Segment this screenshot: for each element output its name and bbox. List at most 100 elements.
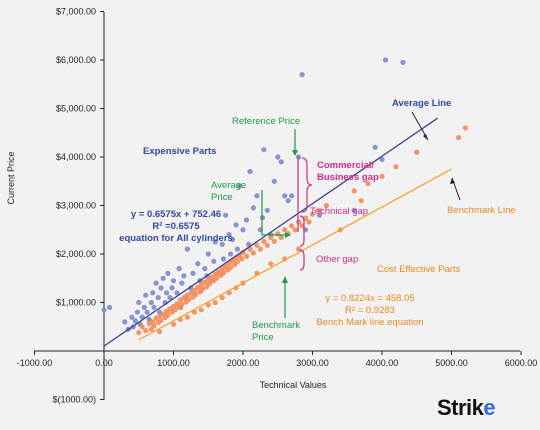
expensive-point xyxy=(246,241,252,247)
expensive-point xyxy=(271,178,277,184)
avg-equation-line-1: y = 0.6575x + 752.46 xyxy=(131,209,221,220)
expensive-point xyxy=(148,299,154,306)
cost-effective-point xyxy=(184,314,190,320)
other-gap-brace xyxy=(299,249,305,271)
expensive-point xyxy=(176,266,182,272)
label-commercial-gap-2: Business gap xyxy=(317,172,379,183)
expensive-point xyxy=(211,258,217,264)
expensive-point xyxy=(230,236,236,242)
average-price-pointer xyxy=(261,190,286,236)
label-benchmark-price-2: Price xyxy=(252,332,274,343)
average-line-pointer-head xyxy=(423,134,428,140)
bench-equation-line-3: Bench Mark line equation xyxy=(316,317,423,328)
cost-effective-point xyxy=(158,317,164,323)
x-tick-label: 2000.00 xyxy=(227,358,260,368)
cost-effective-point xyxy=(179,301,185,307)
expensive-point xyxy=(179,280,185,286)
expensive-point xyxy=(219,241,225,247)
expensive-point xyxy=(144,309,150,315)
cost-effective-point xyxy=(234,259,240,265)
cost-effective-point xyxy=(198,307,204,313)
x-tick-labels: -1000.00 0.00 1000.00 2000.00 3000.00 4000.00… xyxy=(17,351,538,368)
expensive-point xyxy=(285,198,291,204)
x-tick-label: 4000.00 xyxy=(366,358,399,368)
x-tick-label: 3000.00 xyxy=(296,358,329,368)
expensive-point xyxy=(205,251,211,257)
cost-effective-point xyxy=(254,242,260,248)
expensive-point xyxy=(184,246,190,252)
expensive-point xyxy=(227,251,234,257)
expensive-point xyxy=(136,299,142,306)
cost-effective-point xyxy=(151,323,157,329)
cost-effective-point xyxy=(212,299,218,306)
expensive-point xyxy=(122,319,128,325)
cost-effective-point xyxy=(240,249,246,256)
benchmark-price-pointer-head xyxy=(282,276,288,283)
cost-effective-point xyxy=(250,250,256,256)
expensive-point xyxy=(278,159,284,165)
expensive-point xyxy=(275,154,281,160)
label-commercial-gap-1: Commercial/ xyxy=(317,160,374,171)
expensive-point xyxy=(174,290,180,296)
label-average-line: Average Line xyxy=(392,98,451,109)
expensive-point xyxy=(132,318,138,324)
cost-effective-point xyxy=(271,238,277,244)
regression-lines xyxy=(103,117,452,347)
expensive-point xyxy=(351,207,357,213)
y-tick-label: $2,000.00 xyxy=(56,249,96,259)
cost-effective-point xyxy=(268,234,274,241)
y-tick-label: $3,000.00 xyxy=(56,201,96,211)
expensive-point xyxy=(234,246,240,252)
benchmark-line-pointer-head xyxy=(450,178,455,184)
cost-effective-point xyxy=(323,202,329,209)
expensive-point xyxy=(190,270,196,276)
cost-effective-point xyxy=(358,198,364,204)
cost-effective-point xyxy=(143,328,149,334)
cost-effective-points xyxy=(136,125,468,336)
cost-effective-point xyxy=(186,297,192,303)
cost-effective-point xyxy=(365,181,371,187)
expensive-point xyxy=(169,285,175,291)
cost-effective-point xyxy=(257,246,263,252)
label-benchmark-price-1: Benchmark xyxy=(252,320,300,331)
expensive-point xyxy=(129,314,135,320)
average-price-pointer-head xyxy=(285,232,291,238)
bench-equation-line-1: y = 0.8224x = 458.05 xyxy=(325,293,414,304)
cost-effective-point xyxy=(202,279,208,285)
cost-effective-point xyxy=(205,302,211,308)
y-tick-label: $7,000.00 xyxy=(56,7,96,17)
expensive-point xyxy=(141,304,147,310)
cost-effective-point xyxy=(243,253,250,259)
label-cost-effective-parts: Cost Effective Parts xyxy=(377,264,460,275)
expensive-point xyxy=(261,147,267,153)
strike-logo: Strike xyxy=(437,395,496,421)
cost-effective-point xyxy=(289,223,295,229)
expensive-point xyxy=(382,57,389,63)
cost-effective-point xyxy=(351,188,357,194)
cost-effective-point xyxy=(414,149,420,155)
expensive-point xyxy=(299,72,305,78)
cost-effective-point xyxy=(219,295,225,301)
y-tick-label: $5,000.00 xyxy=(56,104,96,114)
expensive-point xyxy=(181,273,187,279)
label-average-price-1: Average xyxy=(211,180,246,191)
y-tick-label: $6,000.00 xyxy=(56,55,96,65)
cost-effective-point xyxy=(282,227,288,233)
expensive-point xyxy=(240,227,246,233)
cost-effective-point xyxy=(172,307,178,313)
cost-effective-point xyxy=(393,164,399,170)
expensive-point xyxy=(289,193,295,199)
expensive-point xyxy=(107,304,113,310)
x-tick-label: 6000.00 xyxy=(505,358,538,368)
cost-effective-point xyxy=(193,292,199,298)
expensive-point xyxy=(143,292,149,298)
expensive-point xyxy=(282,193,288,199)
logo-text-main: Strik xyxy=(437,395,484,420)
expensive-point xyxy=(155,295,161,301)
expensive-point xyxy=(202,266,208,272)
expensive-point xyxy=(170,278,177,284)
expensive-point xyxy=(220,256,227,262)
technical-gap-brace xyxy=(299,215,305,247)
x-tick-label: 0.00 xyxy=(95,358,113,368)
cost-effective-point xyxy=(207,281,213,287)
